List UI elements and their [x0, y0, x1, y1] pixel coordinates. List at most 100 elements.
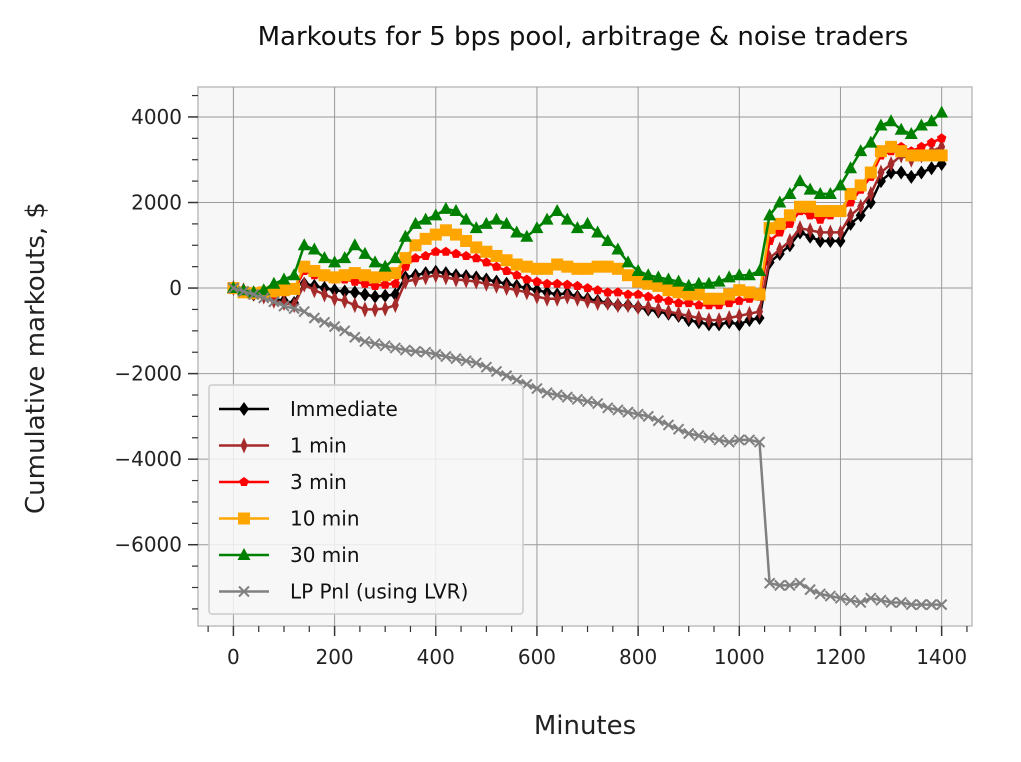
data-point: [604, 295, 612, 312]
data-point: [317, 251, 331, 264]
data-point: [409, 216, 423, 229]
data-point: [550, 204, 564, 217]
data-point: [905, 598, 918, 611]
data-point: [461, 251, 471, 260]
data-point: [328, 271, 341, 284]
data-point: [804, 583, 816, 596]
data-point: [359, 287, 370, 302]
data-point: [460, 355, 472, 367]
data-point: [753, 288, 766, 301]
data-point: [481, 257, 492, 267]
data-point: [338, 325, 351, 337]
data-point: [480, 361, 493, 373]
data-point: [662, 284, 675, 297]
data-point: [722, 270, 736, 283]
data-point: [359, 335, 371, 348]
data-point: [734, 317, 745, 332]
x-tick-label: 600: [518, 645, 556, 669]
data-point: [592, 285, 603, 295]
data-point: [743, 434, 756, 446]
data-point: [581, 395, 594, 408]
data-point: [916, 165, 927, 180]
data-point: [349, 331, 361, 343]
data-point: [847, 207, 855, 224]
data-point: [573, 290, 581, 307]
data-point: [786, 233, 794, 249]
data-point: [815, 234, 826, 248]
data-point: [310, 282, 318, 299]
data-point: [735, 307, 743, 324]
data-point: [298, 260, 311, 273]
data-point: [500, 254, 513, 267]
legend-item: 10 min: [219, 507, 360, 531]
data-point: [783, 209, 796, 222]
data-point: [298, 305, 310, 318]
data-point: [520, 229, 534, 242]
data-point: [277, 272, 291, 285]
data-point: [753, 436, 766, 448]
data-point: [732, 268, 746, 281]
y-tick-label: −2000: [114, 362, 182, 386]
data-point: [642, 277, 655, 290]
data-point: [479, 216, 493, 229]
data-point: [743, 286, 756, 299]
data-point: [561, 391, 574, 403]
data-point: [503, 280, 511, 297]
data-point: [591, 260, 604, 273]
data-point: [651, 270, 665, 283]
data-point: [634, 299, 642, 316]
data-point: [582, 283, 593, 293]
data-point: [328, 255, 342, 268]
data-point: [825, 234, 836, 248]
data-point: [804, 200, 817, 213]
data-point: [763, 208, 777, 221]
data-point: [864, 166, 877, 179]
data-point: [705, 312, 713, 329]
data-point: [542, 278, 552, 288]
data-point: [380, 279, 390, 289]
data-point: [369, 337, 381, 350]
data-point: [682, 288, 695, 301]
data-point: [763, 577, 776, 589]
data-point: [601, 234, 615, 246]
data-point: [644, 299, 652, 316]
data-point: [389, 342, 402, 354]
data-point: [816, 224, 824, 241]
data-point: [672, 423, 685, 435]
data-point: [643, 291, 653, 301]
data-point: [713, 292, 726, 305]
data-point: [603, 287, 613, 297]
data-point: [591, 397, 604, 410]
data-point: [632, 275, 645, 288]
data-point: [459, 212, 473, 225]
data-point: [584, 292, 592, 309]
data-point: [733, 284, 746, 297]
data-point: [328, 320, 341, 333]
data-point: [906, 169, 917, 184]
data-point: [318, 316, 331, 328]
data-point: [460, 235, 473, 247]
data-point: [570, 221, 584, 234]
data-point: [753, 263, 767, 276]
data-point: [389, 267, 402, 280]
data-point: [672, 286, 685, 299]
legend-item: 3 min: [219, 470, 347, 494]
data-point: [662, 419, 675, 431]
data-point: [602, 402, 614, 414]
data-point: [442, 269, 450, 286]
data-point: [348, 238, 362, 251]
data-point: [480, 245, 493, 258]
data-point: [432, 267, 440, 284]
data-point: [695, 310, 703, 326]
data-point: [844, 187, 857, 200]
data-point: [885, 140, 898, 153]
legend-item: 1 min: [219, 434, 347, 458]
data-point: [624, 297, 632, 314]
data-point: [692, 288, 705, 301]
data-point: [734, 295, 744, 305]
data-point: [472, 273, 480, 290]
data-point: [379, 340, 391, 352]
data-point: [429, 228, 442, 241]
legend-label: LP Pnl (using LVR): [290, 580, 468, 604]
